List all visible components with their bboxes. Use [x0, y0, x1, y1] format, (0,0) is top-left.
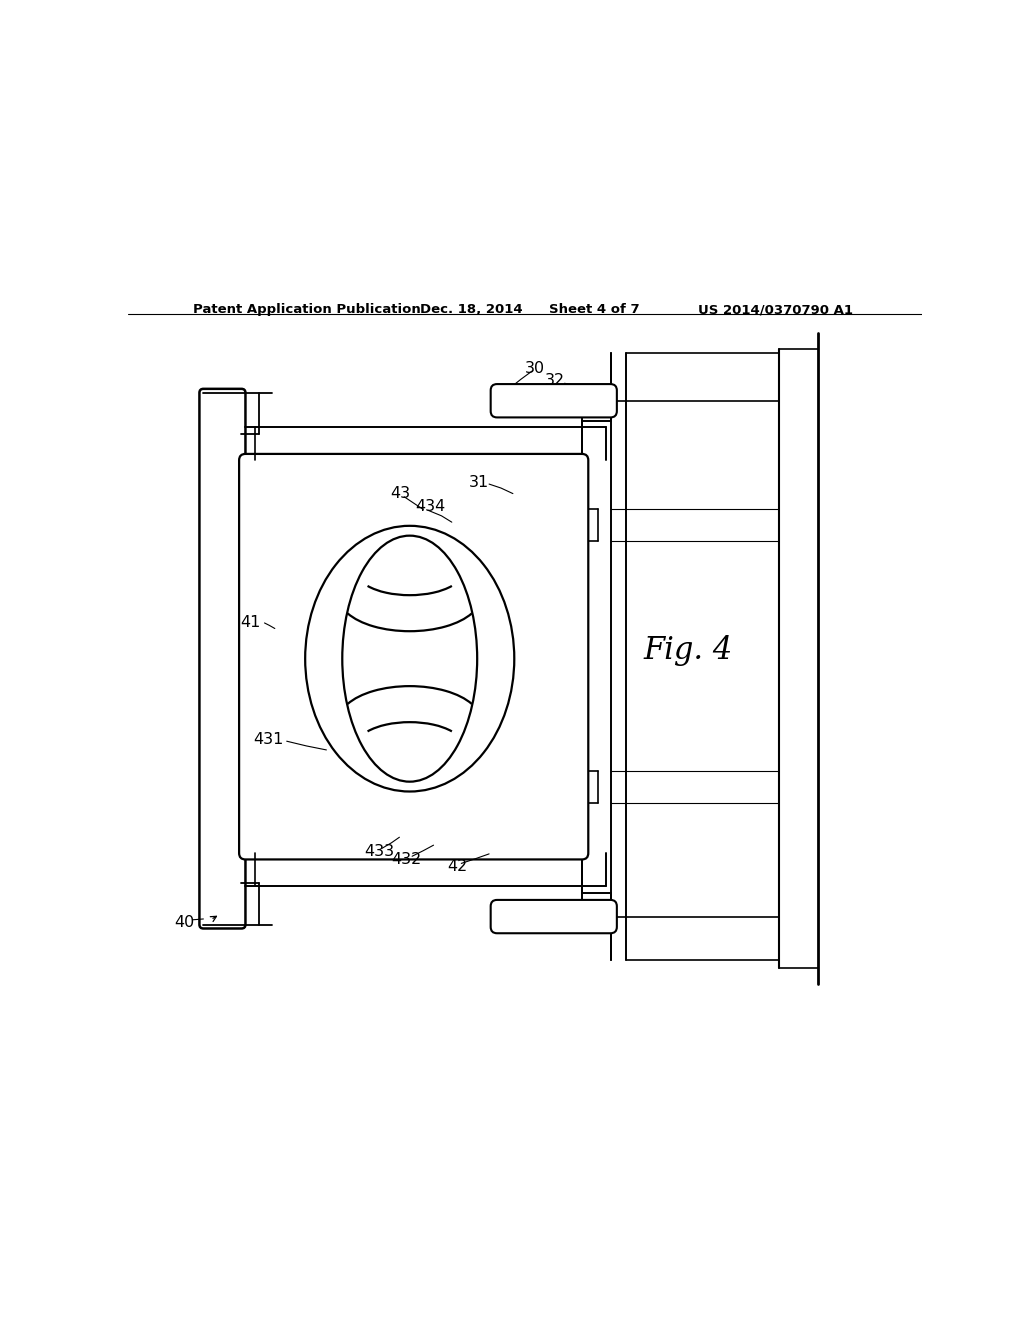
Text: 42: 42	[447, 859, 467, 874]
Text: 431: 431	[253, 733, 284, 747]
FancyBboxPatch shape	[490, 900, 616, 933]
Text: 31: 31	[469, 475, 489, 490]
Text: Dec. 18, 2014: Dec. 18, 2014	[420, 304, 522, 315]
FancyBboxPatch shape	[200, 389, 246, 928]
Text: Patent Application Publication: Patent Application Publication	[194, 304, 421, 315]
Text: Fig. 4: Fig. 4	[644, 635, 733, 667]
Text: Sheet 4 of 7: Sheet 4 of 7	[549, 304, 639, 315]
Text: 40: 40	[174, 915, 195, 929]
Text: 41: 41	[241, 615, 261, 631]
Text: 433: 433	[365, 843, 394, 859]
Text: 43: 43	[390, 486, 410, 502]
FancyBboxPatch shape	[490, 384, 616, 417]
Text: US 2014/0370790 A1: US 2014/0370790 A1	[697, 304, 853, 315]
Text: 432: 432	[391, 851, 422, 867]
Text: 30: 30	[524, 360, 545, 376]
Text: 434: 434	[416, 499, 445, 513]
FancyBboxPatch shape	[239, 454, 588, 859]
Text: 32: 32	[545, 374, 565, 388]
